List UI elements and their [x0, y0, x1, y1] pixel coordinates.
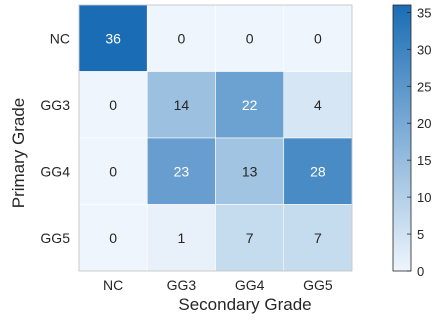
- cell-value-0-2: 0: [246, 30, 254, 46]
- colorbar-tick-label-15: 15: [417, 153, 431, 168]
- heatmap-cell-3-3: [283, 204, 353, 272]
- heatmap-cell-3-2: [215, 204, 285, 272]
- heatmap-cell-0-1: [146, 4, 216, 72]
- cell-value-labels: 36 0 0 0 0 14 22 4 0 23 13 28 0 1 7 7: [105, 30, 326, 246]
- colorbar: [392, 4, 412, 272]
- colorbar-tick-label-20: 20: [417, 116, 431, 131]
- cell-value-3-0: 0: [109, 230, 117, 246]
- colorbar-tick-label-30: 30: [417, 42, 431, 57]
- heatmap-cells: [78, 4, 353, 272]
- heatmap-cell-3-1: [146, 204, 216, 272]
- colorbar-tick-label-5: 5: [417, 227, 424, 242]
- colorbar-tick-labels: 0 5 10 15 20 25 30 35: [417, 5, 431, 279]
- x-tick-label-nc: NC: [103, 277, 123, 293]
- y-tick-label-gg4: GG4: [40, 163, 70, 179]
- colorbar-tick-label-0: 0: [417, 264, 424, 279]
- cell-value-3-1: 1: [177, 230, 185, 246]
- cell-value-1-1: 14: [174, 97, 190, 113]
- y-tick-label-gg3: GG3: [40, 97, 70, 113]
- x-tick-label-gg5: GG5: [303, 277, 333, 293]
- cell-value-3-2: 7: [246, 230, 254, 246]
- cell-value-1-0: 0: [109, 97, 117, 113]
- cell-value-0-0: 36: [105, 30, 121, 46]
- x-axis-label: Secondary Grade: [178, 295, 311, 314]
- y-axis-label: Primary Grade: [9, 98, 28, 209]
- cell-value-2-2: 13: [242, 163, 258, 179]
- heatmap-cell-1-3: [283, 71, 353, 139]
- y-tick-labels: NC GG3 GG4 GG5: [40, 30, 70, 246]
- heatmap-cell-2-1: [146, 137, 216, 205]
- cell-value-2-1: 23: [174, 163, 190, 179]
- x-tick-labels: NC GG3 GG4 GG5: [103, 277, 333, 293]
- colorbar-tick-label-10: 10: [417, 190, 431, 205]
- colorbar-tick-label-35: 35: [417, 5, 431, 20]
- heatmap-cell-1-0: [78, 71, 148, 139]
- colorbar-tick-label-25: 25: [417, 79, 431, 94]
- colorbar-gradient: [392, 4, 412, 272]
- cell-value-1-2: 22: [242, 97, 258, 113]
- heatmap-cell-1-1: [146, 71, 216, 139]
- heatmap-cell-0-3: [283, 4, 353, 72]
- x-tick-label-gg4: GG4: [235, 277, 265, 293]
- x-tick-label-gg3: GG3: [167, 277, 197, 293]
- heatmap-frame: [78, 4, 353, 272]
- heatmap-cell-2-3: [283, 137, 353, 205]
- cell-value-0-3: 0: [314, 30, 322, 46]
- heatmap-cell-0-0: [78, 4, 148, 72]
- y-tick-label-gg5: GG5: [40, 230, 70, 246]
- cell-value-3-3: 7: [314, 230, 322, 246]
- y-tick-label-nc: NC: [50, 30, 70, 46]
- cell-value-2-3: 28: [310, 163, 326, 179]
- heatmap-cell-3-0: [78, 204, 148, 272]
- cell-value-2-0: 0: [109, 163, 117, 179]
- cell-value-0-1: 0: [177, 30, 185, 46]
- cell-value-1-3: 4: [314, 97, 322, 113]
